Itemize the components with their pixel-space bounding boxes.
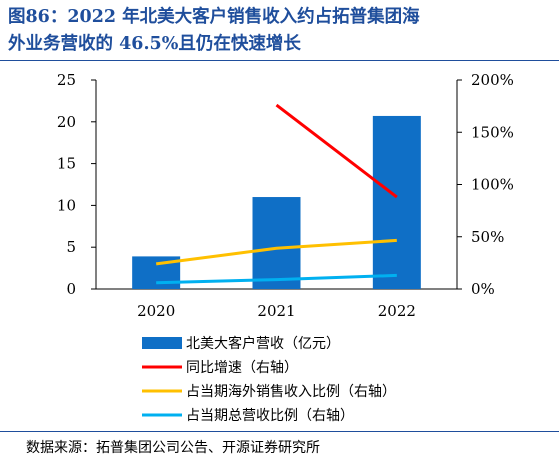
left-tick-label: 0 (66, 280, 76, 298)
bar-series (132, 115, 421, 289)
source-divider (0, 431, 559, 432)
left-tick-label: 5 (66, 238, 76, 256)
title-divider (0, 60, 559, 61)
bar (252, 197, 301, 289)
right-tick-label: 150% (471, 123, 514, 141)
left-y-axis: 0 5 10 15 20 25 (57, 71, 97, 298)
series-line (155, 238, 397, 266)
series-line (156, 273, 397, 285)
legend-label: 占当期海外销售收入比例（右轴） (186, 384, 396, 400)
x-tick-label: 2020 (137, 302, 175, 320)
source-note: 数据来源：拓普集团公司公告、开源证券研究所 (26, 440, 320, 456)
chart-title: 图86：2022 年北美大客户销售收入约占拓普集团海 外业务营收的 46.5%且… (8, 4, 553, 58)
right-tick-label: 100% (471, 176, 514, 194)
legend-swatch (142, 337, 182, 349)
right-y-axis: 0% 50% 100% 150% 200% (456, 71, 514, 298)
title-line-2: 外业务营收的 46.5%且仍在快速增长 (8, 34, 301, 54)
series-line (275, 103, 398, 199)
legend-label: 北美大客户营收（亿元） (186, 335, 340, 352)
right-tick-label: 0% (471, 280, 495, 298)
left-tick-label: 15 (57, 155, 76, 173)
left-tick-label: 25 (57, 71, 76, 89)
left-tick-label: 20 (57, 113, 76, 131)
x-axis: 2020 2021 2022 (96, 288, 457, 320)
x-tick-label: 2021 (257, 302, 295, 320)
left-tick-label: 10 (57, 196, 76, 214)
x-tick-label: 2022 (378, 302, 416, 320)
legend-label: 占当期总营收比例（右轴） (186, 408, 354, 424)
legend: 北美大客户营收（亿元） 同比增速（右轴） 占当期海外销售收入比例（右轴） 占当期总营收… (142, 335, 396, 424)
legend-label: 同比增速（右轴） (186, 360, 298, 376)
bar (372, 115, 421, 289)
right-tick-label: 50% (471, 228, 504, 246)
line-series (155, 103, 398, 285)
title-line-1: 图86：2022 年北美大客户销售收入约占拓普集团海 (8, 7, 420, 27)
right-tick-label: 200% (471, 71, 514, 89)
